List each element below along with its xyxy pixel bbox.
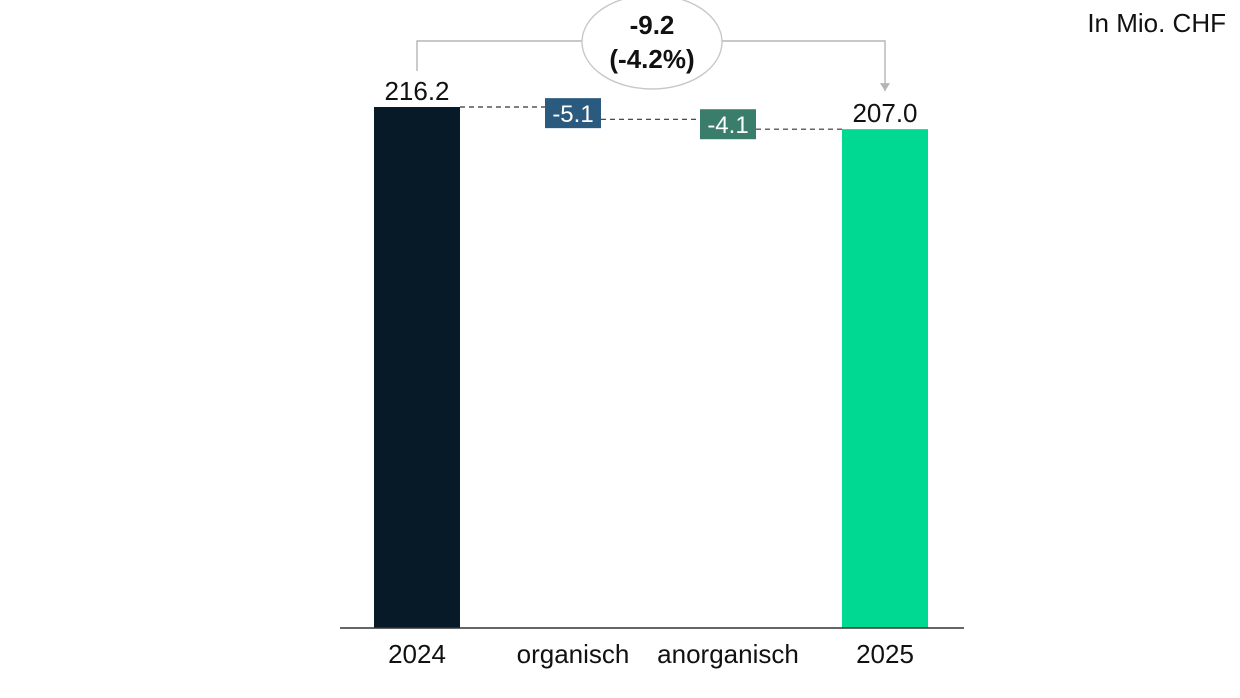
unit-label: In Mio. CHF xyxy=(1087,8,1226,38)
x-tick-2024: 2024 xyxy=(388,639,446,669)
x-tick-2025: 2025 xyxy=(856,639,914,669)
value-label-organisch: -5.1 xyxy=(552,101,593,128)
value-labels: 216.2 -5.1 -4.1 207.0 xyxy=(384,76,917,139)
delta-label-box-organisch xyxy=(545,98,601,129)
bar-2024 xyxy=(374,107,460,628)
change-annotation: -9.2 (-4.2%) xyxy=(416,0,890,92)
x-tick-labels: 2024 organisch anorganisch 2025 xyxy=(388,639,914,669)
delta-label-box-anorganisch xyxy=(700,109,756,140)
value-label-anorganisch: -4.1 xyxy=(707,112,748,139)
value-label-2025: 207.0 xyxy=(852,98,917,128)
x-tick-organisch: organisch xyxy=(517,639,630,669)
change-bubble xyxy=(581,0,723,90)
x-tick-anorganisch: anorganisch xyxy=(657,639,799,669)
bars xyxy=(374,107,928,628)
change-percent: (-4.2%) xyxy=(609,44,694,74)
bar-2025 xyxy=(842,129,928,628)
connector-lines xyxy=(460,106,842,130)
value-label-2024: 216.2 xyxy=(384,76,449,106)
change-arrowhead xyxy=(880,83,890,92)
change-value: -9.2 xyxy=(630,10,675,40)
